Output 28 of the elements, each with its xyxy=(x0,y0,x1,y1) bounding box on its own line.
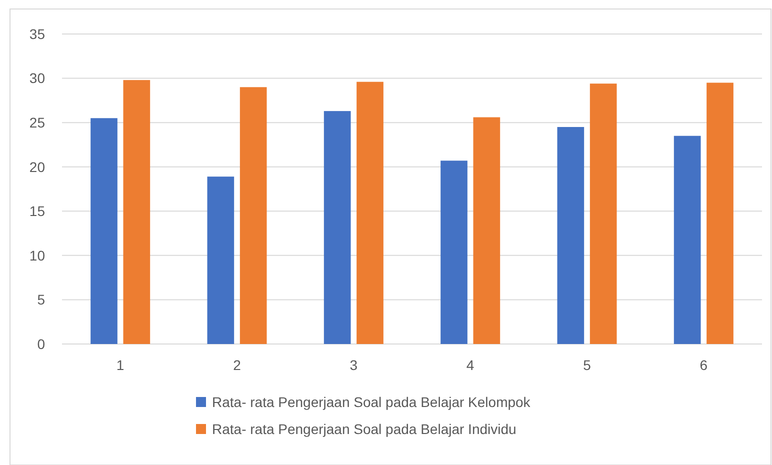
x-tick-label: 2 xyxy=(233,357,242,373)
bar xyxy=(557,127,584,344)
y-tick-label: 10 xyxy=(29,247,46,264)
bar xyxy=(590,84,617,344)
y-tick-label: 15 xyxy=(29,203,46,220)
y-tick-label: 30 xyxy=(29,70,46,86)
bar xyxy=(90,118,118,344)
y-tick-label: 20 xyxy=(29,158,46,175)
bar xyxy=(706,82,734,344)
bar xyxy=(324,111,351,344)
bar xyxy=(674,136,701,344)
bar xyxy=(356,82,384,344)
bar xyxy=(240,87,267,344)
bar xyxy=(207,176,234,344)
bar xyxy=(123,80,150,344)
y-tick-label: 35 xyxy=(29,26,46,42)
legend-label: Rata- rata Pengerjaan Soal pada Belajar Kelompok xyxy=(212,394,532,410)
y-tick-label: 0 xyxy=(37,336,46,352)
bar xyxy=(473,117,500,344)
x-tick-label: 5 xyxy=(583,357,592,373)
x-tick-label: 4 xyxy=(466,357,474,373)
x-tick-label: 1 xyxy=(116,357,124,373)
y-tick-label: 25 xyxy=(29,114,46,130)
legend-label: Rata- rata Pengerjaan Soal pada Belajar Individu xyxy=(212,420,516,437)
x-tick-label: 3 xyxy=(350,357,358,373)
x-tick-label: 6 xyxy=(700,357,708,373)
y-tick-label: 5 xyxy=(37,292,46,308)
bar xyxy=(440,160,468,344)
